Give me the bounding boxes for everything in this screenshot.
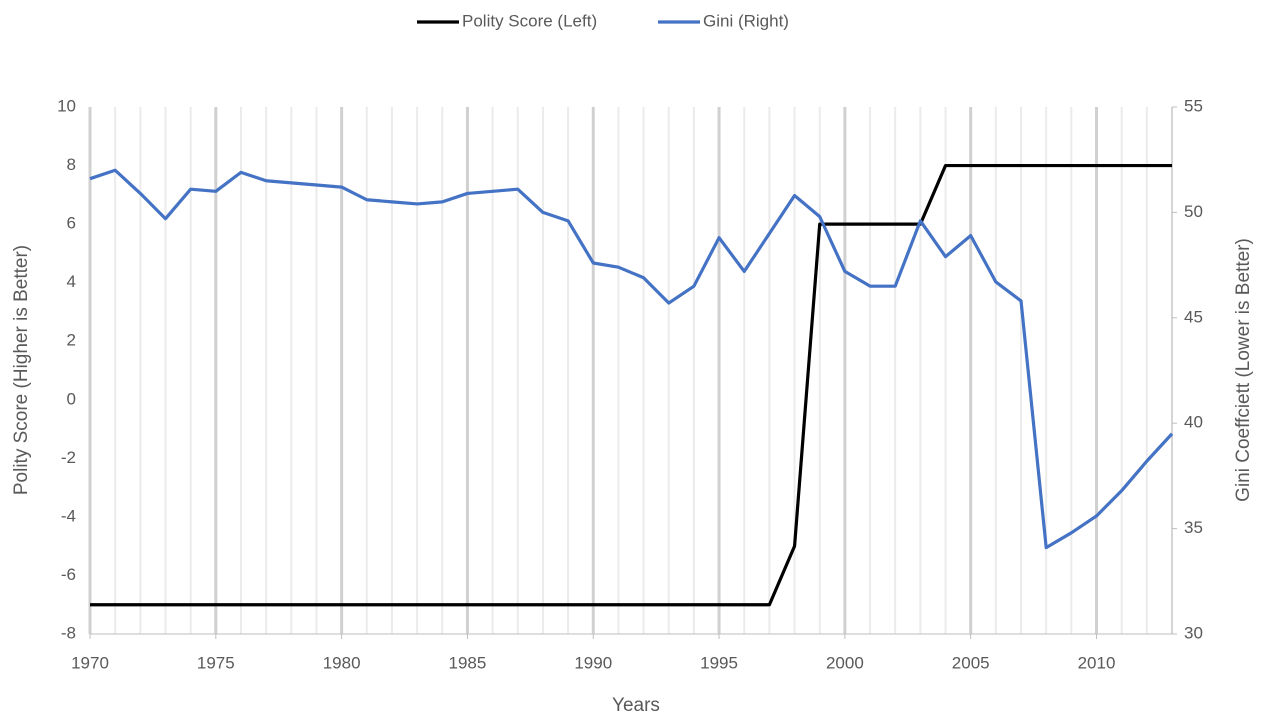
x-tick-label: 2005 [952, 653, 990, 672]
y-tick-label: -2 [61, 448, 76, 467]
y-tick-label: -4 [61, 506, 76, 525]
x-tick-label: 2010 [1078, 653, 1116, 672]
y-axis-label: Polity Score (Higher is Better) [11, 245, 32, 495]
x-tick-label: 2000 [826, 653, 864, 672]
series-line [90, 163, 1172, 607]
x-tick-label: 1975 [197, 653, 235, 672]
legend-label: Gini (Right) [703, 11, 789, 30]
y2-axis-label: Gini Coeffciett (Lower is Better) [1233, 238, 1254, 502]
y2-tick-label: 50 [1184, 202, 1203, 221]
y2-tick-label: 55 [1184, 96, 1203, 115]
y-tick-label: 6 [67, 214, 76, 233]
series-line [89, 168, 1174, 550]
x-tick-label: 1995 [700, 653, 738, 672]
y-tick-label: 2 [67, 331, 76, 350]
x-tick-label: 1990 [574, 653, 612, 672]
y-tick-label: 10 [57, 96, 76, 115]
y-tick-label: -8 [61, 623, 76, 642]
y2-tick-label: 35 [1184, 518, 1203, 537]
y-tick-label: 8 [67, 155, 76, 174]
x-tick-label: 1970 [71, 653, 109, 672]
x-tick-label: 1985 [449, 653, 487, 672]
x-axis-label: Years [612, 695, 660, 716]
legend-label: Polity Score (Left) [462, 11, 597, 30]
y2-tick-label: 40 [1184, 413, 1203, 432]
y-tick-label: 0 [67, 389, 76, 408]
x-tick-label: 1980 [323, 653, 361, 672]
y-tick-label: -6 [61, 565, 76, 584]
y-tick-label: 4 [67, 272, 76, 291]
y2-tick-label: 30 [1184, 623, 1203, 642]
y2-tick-label: 45 [1184, 307, 1203, 326]
